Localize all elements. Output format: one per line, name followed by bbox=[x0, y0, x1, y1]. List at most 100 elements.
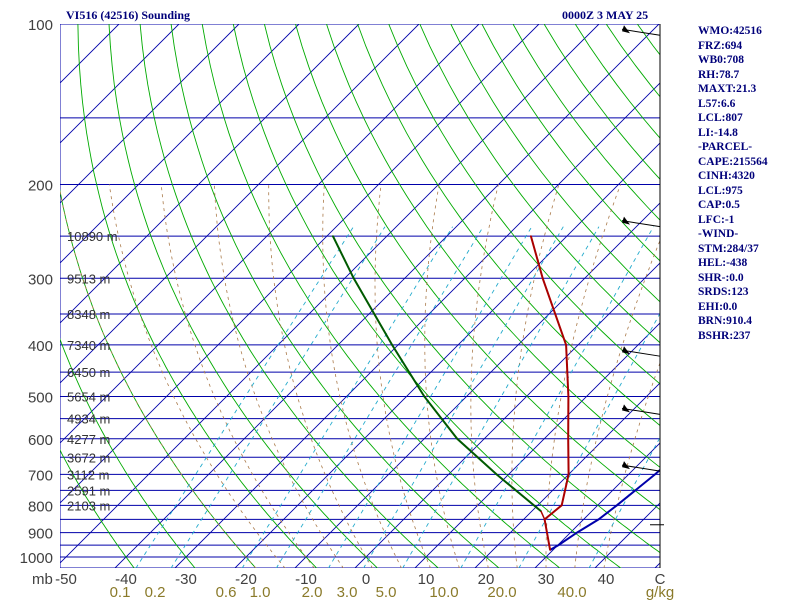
mixing-ratio-tick-label: 0.2 bbox=[145, 584, 166, 600]
dry-adiabat-line bbox=[295, 24, 660, 511]
wind-barb-flag bbox=[622, 461, 630, 470]
dry-adiabat-line bbox=[419, 24, 660, 344]
temperature-unit-label: C bbox=[655, 571, 666, 588]
dry-adiabat-line bbox=[388, 24, 660, 385]
sounding-index-line: -WIND- bbox=[698, 228, 739, 240]
height-label: 3672 m bbox=[67, 450, 110, 465]
temperature-tick-label: -40 bbox=[115, 571, 137, 588]
height-label: 6450 m bbox=[67, 365, 110, 380]
isotherm-line bbox=[60, 24, 180, 144]
parcel-path-point bbox=[576, 531, 578, 534]
chart-title-station: VI516 (42516) Sounding bbox=[66, 8, 191, 22]
mixing-ratio-tick-label: 3.0 bbox=[337, 584, 358, 600]
mixing-ratio-line bbox=[135, 226, 354, 568]
dry-adiabat-line bbox=[170, 24, 500, 568]
isotherm-line bbox=[60, 24, 480, 444]
temperature-profile-line bbox=[529, 235, 570, 551]
height-label: 2591 m bbox=[67, 483, 110, 498]
isotherm-line bbox=[474, 382, 660, 568]
isotherm-line bbox=[60, 24, 600, 564]
wind-barb-line bbox=[621, 464, 661, 472]
surface-connector-line bbox=[540, 510, 546, 520]
temperature-profile-point bbox=[565, 344, 567, 346]
isotherm-line bbox=[414, 322, 660, 568]
sounding-index-line: BSHR:237 bbox=[698, 329, 751, 342]
mixing-ratio-tick-label: 40.0 bbox=[557, 584, 586, 600]
mixing-ratio-tick-label: 1.0 bbox=[250, 584, 271, 600]
height-label: 7340 m bbox=[67, 338, 110, 353]
sounding-index-line: MAXT:21.3 bbox=[698, 83, 757, 95]
moist-adiabat-line bbox=[268, 184, 373, 568]
height-label: 4934 m bbox=[67, 412, 110, 427]
sounding-index-line: WB0:708 bbox=[698, 54, 744, 66]
wind-barb-flag bbox=[622, 346, 630, 355]
temperature-tick-label: -50 bbox=[55, 571, 77, 588]
parcel-path-point bbox=[736, 396, 738, 398]
mixing-ratio-line bbox=[588, 436, 660, 568]
pressure-tick-label: 200 bbox=[28, 177, 53, 194]
temperature-profile-point bbox=[549, 549, 551, 551]
mixing-ratio-tick-label: 0.6 bbox=[216, 584, 237, 600]
dewpoint-profile-point bbox=[391, 344, 393, 346]
moist-adiabat-line bbox=[545, 184, 621, 568]
mixing-ratio-line bbox=[518, 312, 660, 568]
wind-barb-line bbox=[621, 349, 661, 357]
mixing-ratio-line bbox=[275, 226, 484, 568]
isotherm-line bbox=[534, 442, 660, 568]
temperature-profile-point bbox=[541, 277, 544, 280]
dry-adiabat-line bbox=[139, 24, 439, 568]
temperature-tick-label: -10 bbox=[295, 571, 317, 588]
sounding-index-line: CINH:4320 bbox=[698, 170, 755, 182]
sounding-index-line: RH:78.7 bbox=[698, 68, 740, 81]
temperature-tick-label: 0 bbox=[362, 571, 370, 588]
height-label: 4277 m bbox=[67, 432, 110, 447]
dewpoint-profile-point bbox=[332, 235, 334, 237]
moist-adiabat-line bbox=[60, 188, 257, 568]
wind-barb-flag bbox=[622, 216, 630, 225]
wind-barb-line bbox=[621, 407, 661, 415]
mixing-ratio-tick-label: 10.0 bbox=[429, 584, 458, 600]
parcel-path-point bbox=[694, 438, 696, 440]
mixing-ratio-tick-label: 20.0 bbox=[487, 584, 516, 600]
sounding-index-line: SRDS:123 bbox=[698, 286, 749, 298]
pressure-tick-label: 100 bbox=[28, 17, 53, 34]
pressure-tick-label: 300 bbox=[28, 271, 53, 288]
temperature-tick-label: 30 bbox=[538, 571, 555, 588]
dewpoint-profile-line bbox=[332, 235, 542, 512]
parcel-path-point bbox=[616, 504, 618, 507]
sounding-index-line: CAP:0.5 bbox=[698, 199, 740, 211]
dewpoint-profile-point bbox=[423, 395, 426, 398]
sounding-index-line: HEL:-438 bbox=[698, 257, 748, 269]
chart-title-time: 0000Z 3 MAY 25 bbox=[562, 8, 649, 22]
wind-barb-layer bbox=[621, 24, 664, 568]
mixing-ratio-line bbox=[460, 226, 654, 568]
sounding-index-line: LCL:807 bbox=[698, 112, 743, 124]
temperature-profile-point bbox=[567, 473, 570, 476]
dry-adiabat-line bbox=[232, 24, 622, 568]
isotherm-line bbox=[60, 24, 540, 504]
isotherm-line bbox=[354, 262, 660, 568]
mixing-ratio-line bbox=[170, 226, 386, 568]
dry-adiabat-line bbox=[108, 24, 379, 568]
mixing-ratio-line bbox=[402, 226, 600, 568]
sounding-index-line: CAPE:215564 bbox=[698, 155, 768, 168]
mixing-ratio-line bbox=[241, 226, 453, 568]
mixing-ratio-line bbox=[327, 226, 533, 568]
moist-adiabat-line bbox=[213, 184, 344, 568]
isotherm-line bbox=[174, 82, 660, 568]
parcel-path-point bbox=[654, 473, 656, 476]
temperature-tick-label: 20 bbox=[478, 571, 495, 588]
series-layer bbox=[332, 235, 738, 551]
dry-adiabat-line bbox=[481, 24, 660, 262]
moist-adiabat-line bbox=[374, 184, 431, 568]
temperature-profile-point bbox=[560, 504, 563, 507]
plot-frame bbox=[60, 24, 660, 568]
temperature-profile-point bbox=[567, 438, 569, 440]
parcel-path-point bbox=[557, 544, 560, 546]
pressure-tick-label: 700 bbox=[28, 467, 53, 484]
height-label: 9513 m bbox=[67, 271, 110, 286]
mixing-ratio-unit-label: g/kg bbox=[646, 584, 674, 600]
pressure-tick-label: 500 bbox=[28, 390, 53, 407]
